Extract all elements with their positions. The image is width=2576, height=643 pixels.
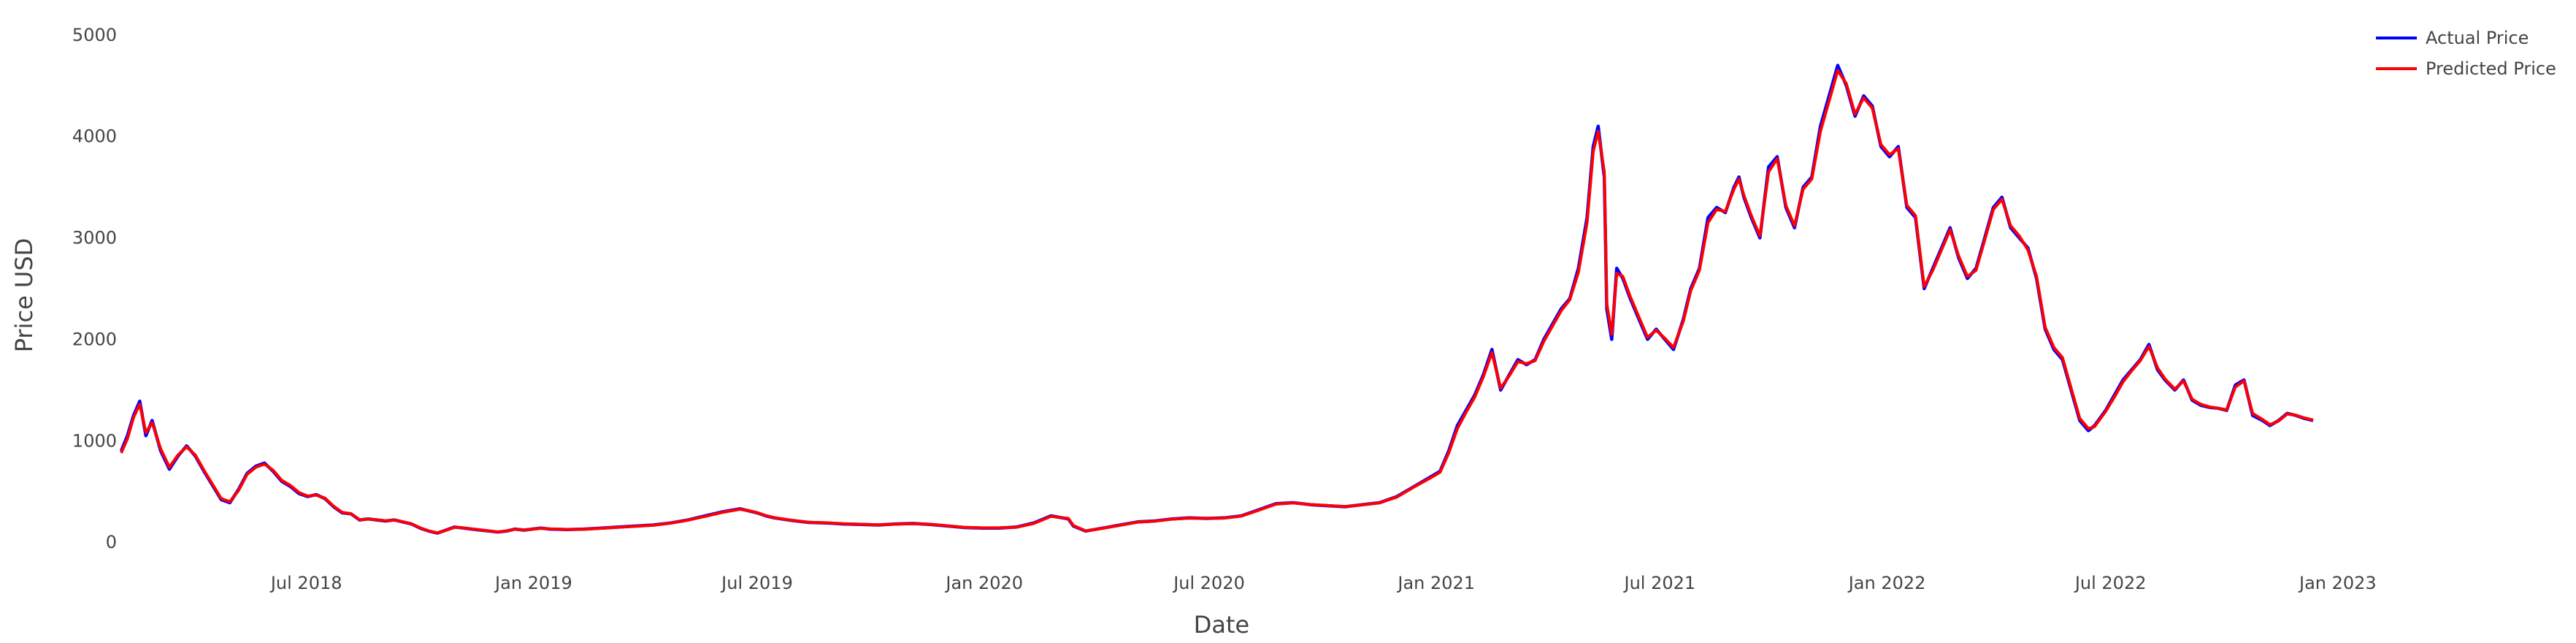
- x-tick-label: Jan 2021: [1396, 573, 1475, 593]
- y-tick-label: 2000: [72, 329, 117, 349]
- x-tick-label: Jul 2018: [269, 573, 342, 593]
- series-line-predicted-price: [120, 69, 2314, 535]
- y-tick-label: 4000: [72, 126, 117, 147]
- y-tick-label: 5000: [72, 25, 117, 45]
- x-tick-label: Jul 2019: [720, 573, 793, 593]
- legend-label: Predicted Price: [2426, 58, 2556, 79]
- y-tick-label: 1000: [72, 430, 117, 451]
- y-axis-title: Price USD: [10, 238, 38, 353]
- legend: Actual Price Predicted Price: [2376, 28, 2556, 79]
- x-tick-label: Jul 2020: [1172, 573, 1245, 593]
- x-tick-label: Jan 2020: [944, 573, 1023, 593]
- x-axis: Jul 2018 Jan 2019 Jul 2019 Jan 2020 Jul 2020…: [269, 573, 2377, 593]
- x-tick-label: Jan 2023: [2298, 573, 2377, 593]
- series-line-actual-price: [119, 64, 2314, 535]
- x-tick-label: Jul 2022: [2074, 573, 2147, 593]
- x-tick-label: Jan 2022: [1847, 573, 1926, 593]
- y-axis: 0 1000 2000 3000 4000 5000: [72, 25, 117, 552]
- x-tick-label: Jul 2021: [1623, 573, 1696, 593]
- x-axis-title: Date: [1194, 611, 1249, 639]
- y-tick-label: 3000: [72, 228, 117, 248]
- x-tick-label: Jan 2019: [494, 573, 572, 593]
- legend-label: Actual Price: [2426, 28, 2529, 48]
- series-layer: [119, 64, 2314, 535]
- y-tick-label: 0: [106, 532, 117, 552]
